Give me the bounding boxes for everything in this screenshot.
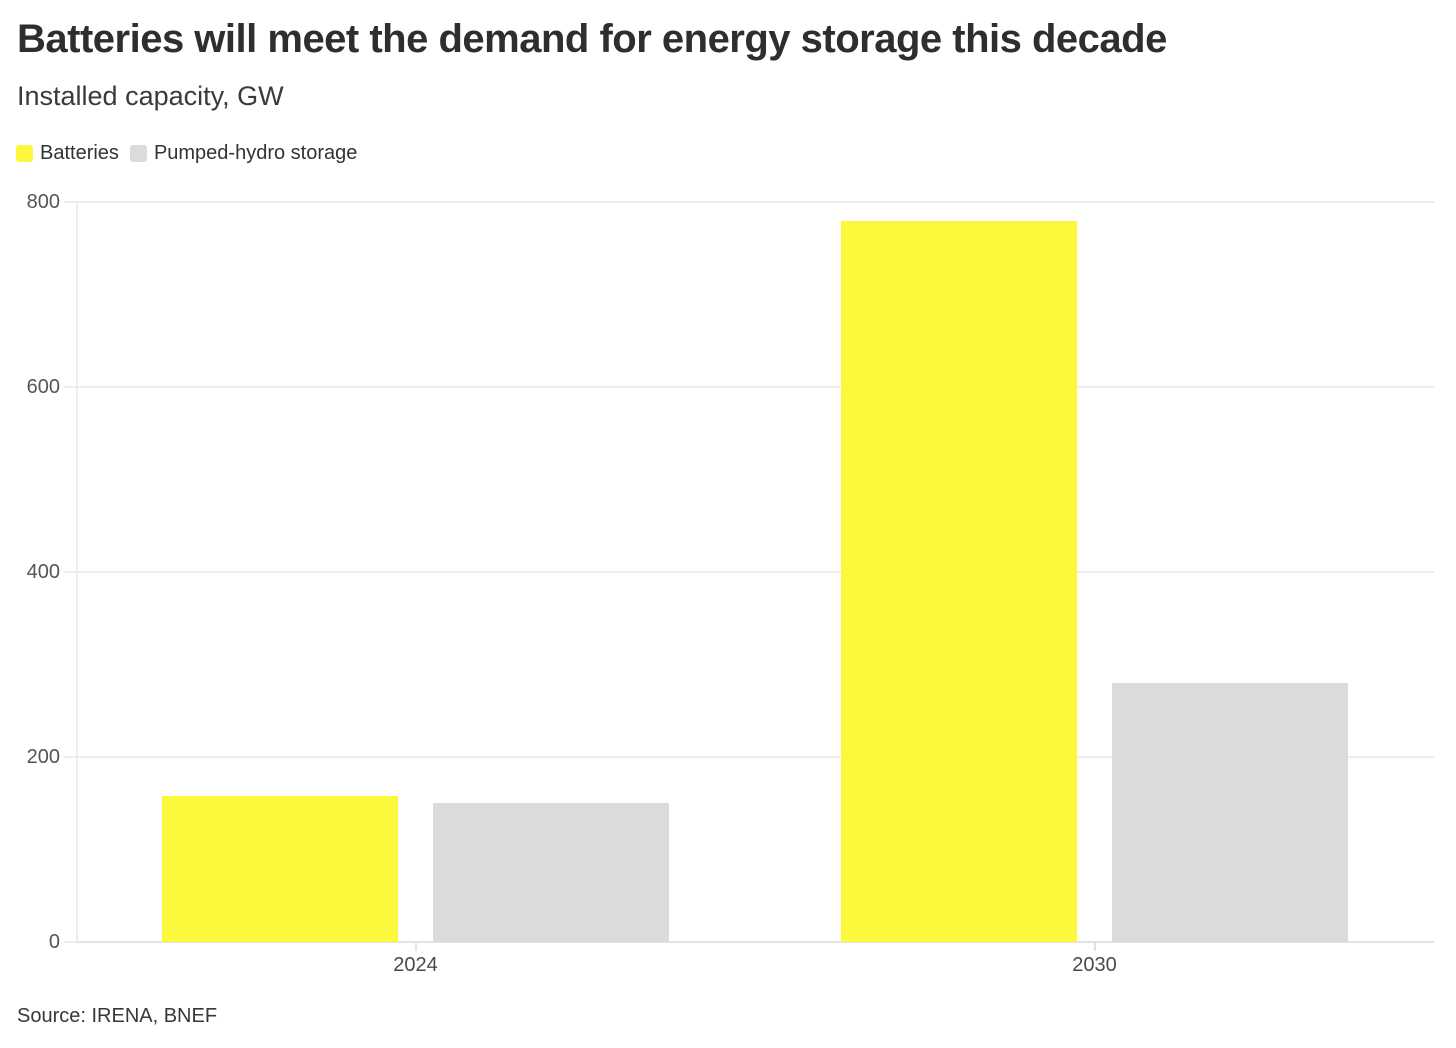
source-note: Source: IRENA, BNEF [17,1005,218,1027]
y-axis-line [76,202,78,942]
legend: Batteries Pumped-hydro storage [16,142,357,165]
y-tick-label-200: 200 [26,746,60,768]
chart-subtitle: Installed capacity, GW [17,81,284,111]
legend-label-batteries: Batteries [40,142,119,164]
y-tick-800 [64,201,76,203]
bar-batteries-2030 [841,220,1077,942]
gridline-200 [76,756,1434,758]
x-tick-label-2030: 2030 [1072,954,1117,976]
y-tick-200 [64,756,76,758]
bar-pumped-hydro-storage-2030 [1112,683,1348,942]
y-tick-600 [64,386,76,388]
gridline-600 [76,386,1434,388]
legend-swatch-pumped-hydro-icon [129,145,147,162]
bar-pumped-hydro-storage-2024 [433,803,669,942]
gridline-400 [76,571,1434,573]
x-axis-line [76,941,1434,943]
legend-label-pumped-hydro: Pumped-hydro storage [153,142,358,164]
legend-item-batteries: Batteries [16,142,119,165]
y-tick-label-600: 600 [26,376,60,398]
legend-item-pumped-hydro: Pumped-hydro storage [129,142,358,165]
x-tick-2030 [1093,942,1096,951]
y-tick-400 [64,571,76,573]
y-tick-0 [64,941,76,943]
x-tick-label-2024: 2024 [393,954,438,976]
y-tick-label-0: 0 [48,931,60,953]
y-tick-label-400: 400 [26,561,60,583]
chart-title: Batteries will meet the demand for energ… [17,17,1167,61]
bar-batteries-2024 [162,795,398,942]
x-tick-2024 [414,942,417,951]
y-tick-label-800: 800 [26,191,60,213]
legend-swatch-batteries-icon [16,145,33,162]
gridline-800 [76,201,1434,203]
